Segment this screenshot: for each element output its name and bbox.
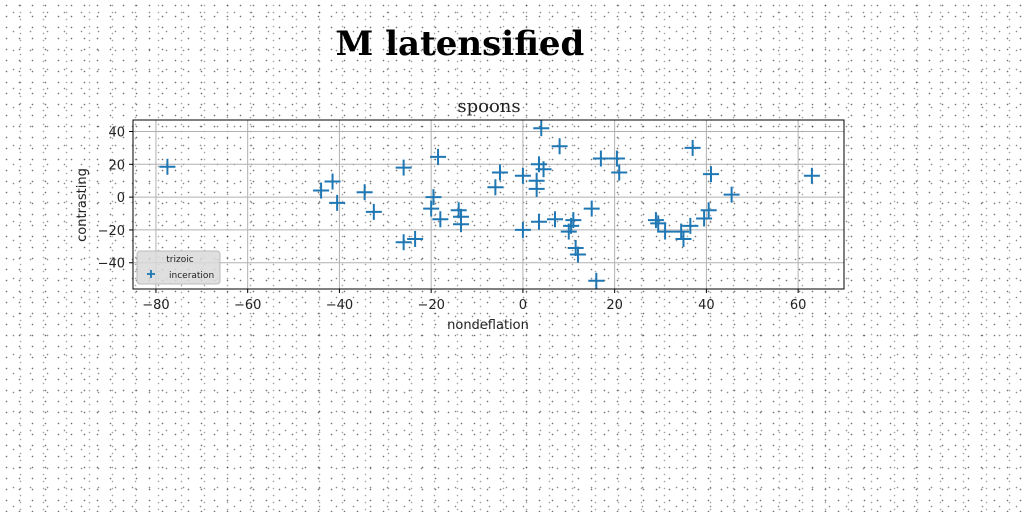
x-tick-label: −20 xyxy=(417,298,444,313)
data-point xyxy=(407,230,424,247)
legend-entry-label: inceration xyxy=(169,271,214,281)
data-point xyxy=(700,202,717,219)
x-tick-label: −40 xyxy=(326,298,353,313)
x-tick-label: −80 xyxy=(142,298,169,313)
legend-title: trizoic xyxy=(166,255,193,265)
data-point xyxy=(356,184,373,201)
chart-title: spoons xyxy=(457,96,520,117)
y-tick-label: −20 xyxy=(98,224,125,239)
data-point xyxy=(696,210,713,227)
data-point xyxy=(535,161,552,178)
data-point xyxy=(450,202,467,219)
data-point xyxy=(588,272,605,289)
legend-marker xyxy=(147,270,155,278)
x-tick-label: 0 xyxy=(519,298,527,313)
y-tick-label: 0 xyxy=(117,191,125,206)
y-tick-label: 20 xyxy=(108,158,125,173)
data-point xyxy=(533,120,550,137)
data-point xyxy=(324,173,341,190)
data-point xyxy=(452,216,469,233)
y-axis-label: contrasting xyxy=(75,168,90,242)
data-point xyxy=(682,217,699,234)
data-point xyxy=(432,211,449,228)
data-point xyxy=(592,150,609,167)
data-point xyxy=(514,167,531,184)
data-point xyxy=(647,212,664,229)
x-tick-label: 40 xyxy=(698,298,715,313)
data-point xyxy=(514,221,531,238)
data-point xyxy=(395,234,412,251)
data-point xyxy=(425,189,442,206)
data-point xyxy=(567,239,584,256)
x-tick-label: 60 xyxy=(790,298,807,313)
y-tick-label: −40 xyxy=(98,257,125,272)
data-point xyxy=(608,150,625,167)
axis-ticks: −80 −60 −40 −20 0 20 40 60 −40 −20 0 20 40 xyxy=(98,125,807,313)
x-tick-label: 20 xyxy=(606,298,623,313)
data-point xyxy=(675,230,692,247)
grid-lines xyxy=(133,120,844,289)
page-title: M latensified xyxy=(335,24,585,64)
data-point xyxy=(313,182,330,199)
data-point xyxy=(803,167,820,184)
y-tick-label: 40 xyxy=(108,125,125,140)
data-point xyxy=(547,211,564,228)
data-point xyxy=(569,246,586,263)
data-point xyxy=(329,194,346,211)
data-point xyxy=(423,200,440,217)
x-axis-label: nondeflation xyxy=(447,318,529,333)
data-point xyxy=(565,212,582,229)
data-point xyxy=(395,159,412,176)
data-point xyxy=(673,223,690,240)
data-point xyxy=(365,203,382,220)
data-point xyxy=(487,179,504,196)
data-point xyxy=(650,215,667,232)
data-point xyxy=(491,164,508,181)
data-point xyxy=(551,138,568,155)
data-point xyxy=(528,172,545,189)
data-point xyxy=(702,166,719,183)
data-point xyxy=(611,164,628,181)
data-points xyxy=(159,120,820,289)
data-point xyxy=(723,186,740,203)
data-point xyxy=(159,158,176,175)
data-point xyxy=(530,213,547,230)
data-point xyxy=(430,148,447,165)
x-tick-label: −60 xyxy=(234,298,261,313)
legend-box xyxy=(136,250,221,285)
legend: trizoic inceration xyxy=(136,250,221,285)
data-point xyxy=(657,223,674,240)
data-point xyxy=(684,139,701,156)
data-point xyxy=(583,200,600,217)
plot-area-frame xyxy=(132,119,845,290)
